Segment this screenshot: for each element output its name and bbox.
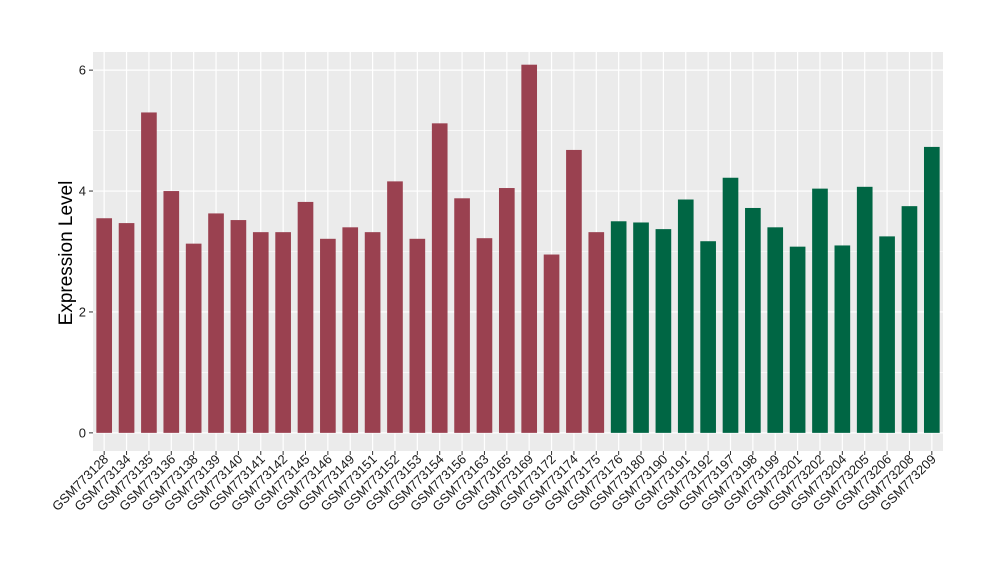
bar <box>275 232 291 433</box>
y-tick-label: 4 <box>79 184 86 199</box>
bar <box>677 199 694 433</box>
y-tick-label: 0 <box>79 425 86 440</box>
bar <box>521 64 538 433</box>
bar <box>879 236 895 433</box>
bar <box>543 254 560 433</box>
bar <box>118 223 135 433</box>
bar <box>387 181 403 433</box>
bar <box>856 186 873 433</box>
bar <box>230 220 247 433</box>
bar <box>364 232 381 433</box>
bar <box>409 238 426 433</box>
bar <box>454 198 470 433</box>
bar <box>700 241 716 433</box>
y-axis: 0 2 4 6 <box>79 63 93 440</box>
bar <box>745 207 761 433</box>
bar <box>588 232 605 433</box>
bar <box>208 213 224 433</box>
bar <box>722 177 739 433</box>
bar <box>834 245 851 433</box>
bar <box>812 188 828 433</box>
y-tick-label: 2 <box>79 304 86 319</box>
bar <box>476 238 493 433</box>
bar <box>767 227 784 433</box>
bar <box>566 149 582 433</box>
bar <box>498 188 515 433</box>
bars <box>96 64 940 433</box>
bar <box>789 246 806 433</box>
bar <box>923 146 940 433</box>
bar <box>96 218 113 433</box>
bar <box>342 227 359 433</box>
bar <box>431 123 448 433</box>
bar <box>297 201 314 433</box>
bar <box>320 238 336 433</box>
y-tick-label: 6 <box>79 63 86 78</box>
bar <box>610 221 627 433</box>
bar <box>141 112 157 433</box>
x-axis: GSM773128GSM773134GSM773135GSM773136GSM7… <box>49 451 939 514</box>
bar <box>655 229 672 433</box>
bar <box>633 222 649 433</box>
bar <box>901 206 918 433</box>
bar <box>252 232 269 433</box>
bar <box>163 191 180 433</box>
y-axis-title: Expression Level <box>56 181 77 326</box>
bar <box>185 243 202 433</box>
